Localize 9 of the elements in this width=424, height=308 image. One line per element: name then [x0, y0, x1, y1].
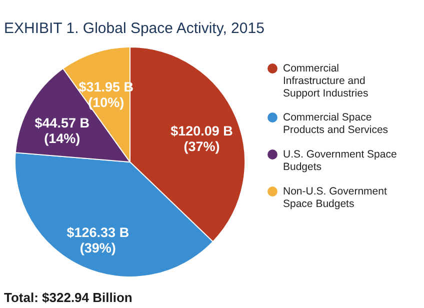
- chart-title: EXHIBIT 1. Global Space Activity, 2015: [4, 20, 264, 37]
- legend-label: U.S. Government Space Budgets: [283, 148, 397, 173]
- legend-label: Commercial Infrastructure and Support Industries: [283, 62, 368, 100]
- text: Total: $322.94 Billion: [4, 290, 132, 305]
- data-label: $44.57 B (14%): [34, 116, 90, 146]
- legend-label: Commercial Space Products and Services: [283, 112, 388, 136]
- data-label: $120.09 B (37%): [170, 123, 234, 154]
- legend-label: Non-U.S. Government Space Budgets: [283, 186, 387, 210]
- data-label: $126.33 B (39%): [66, 225, 130, 256]
